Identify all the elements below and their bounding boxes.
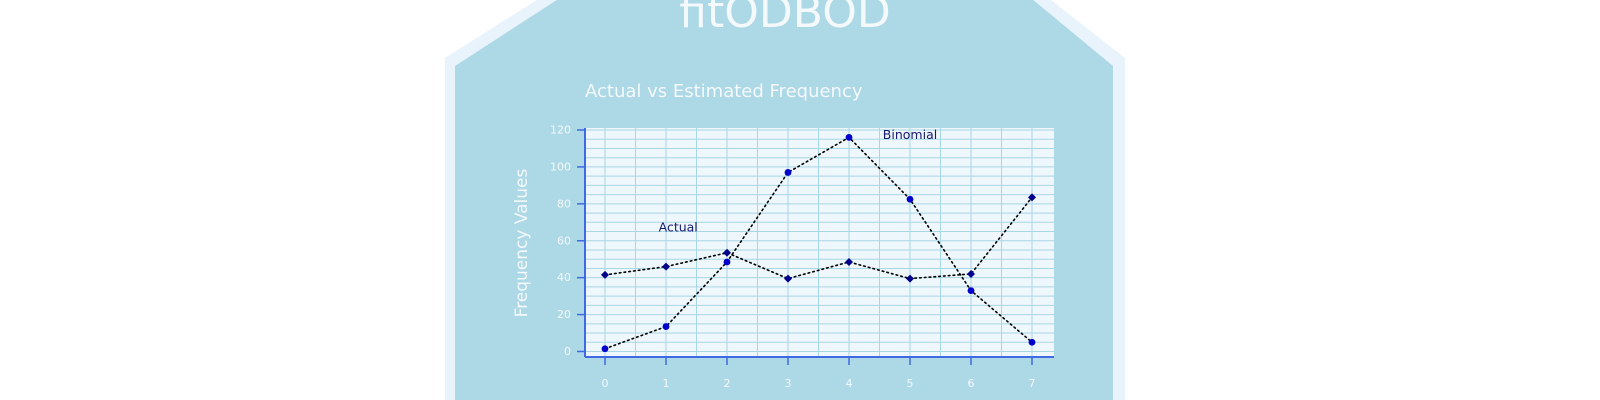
chart-title: Actual vs Estimated Frequency [585, 81, 863, 102]
y-tick-label: 40 [557, 271, 571, 284]
data-point-actual [601, 270, 609, 279]
data-point-actual [967, 269, 975, 278]
tick-labels: 0 20 40 60 80 100 120 0 1 2 3 4 5 6 7 [550, 124, 1036, 391]
x-tick-label: 5 [907, 377, 914, 390]
axes [577, 128, 1054, 365]
x-tick-label: 3 [785, 377, 792, 390]
series-line-binomial [604, 136, 1033, 350]
x-tick-label: 6 [968, 377, 975, 390]
data-point-binomial [845, 133, 853, 141]
data-point-actual [1028, 193, 1036, 202]
annotation-actual: Actual [659, 220, 698, 235]
data-point-binomial [784, 169, 792, 176]
plot-area [585, 128, 1054, 357]
y-axis-label: Frequency Values [512, 168, 532, 317]
data-point-actual [906, 274, 914, 283]
y-tick-label: 20 [557, 308, 571, 321]
series-line-actual [604, 196, 1033, 280]
y-tick-label: 60 [557, 234, 571, 247]
data-point-actual [662, 262, 670, 271]
data-point-actual [845, 257, 853, 266]
grid [585, 128, 1054, 357]
data-point-binomial [1028, 338, 1036, 346]
data-point-binomial [967, 287, 975, 294]
x-tick-label: 1 [663, 377, 670, 390]
series-layer [601, 133, 1036, 353]
x-tick-label: 2 [724, 377, 731, 390]
x-tick-label: 4 [846, 377, 853, 390]
y-tick-label: 0 [564, 345, 571, 358]
y-tick-label: 80 [557, 197, 571, 210]
y-tick-label: 100 [550, 160, 571, 173]
annotations: Actual Binomial [659, 127, 938, 234]
x-tick-label: 0 [602, 377, 609, 390]
data-point-binomial [723, 258, 731, 266]
data-point-actual [784, 274, 792, 283]
data-point-binomial [662, 323, 670, 330]
data-point-binomial [906, 195, 914, 203]
data-point-binomial [601, 345, 609, 353]
package-title: fitODBOD [679, 0, 890, 38]
annotation-binomial: Binomial [883, 127, 937, 142]
x-tick-label: 7 [1029, 377, 1036, 390]
data-point-actual [723, 248, 731, 257]
y-tick-label: 120 [550, 124, 571, 137]
